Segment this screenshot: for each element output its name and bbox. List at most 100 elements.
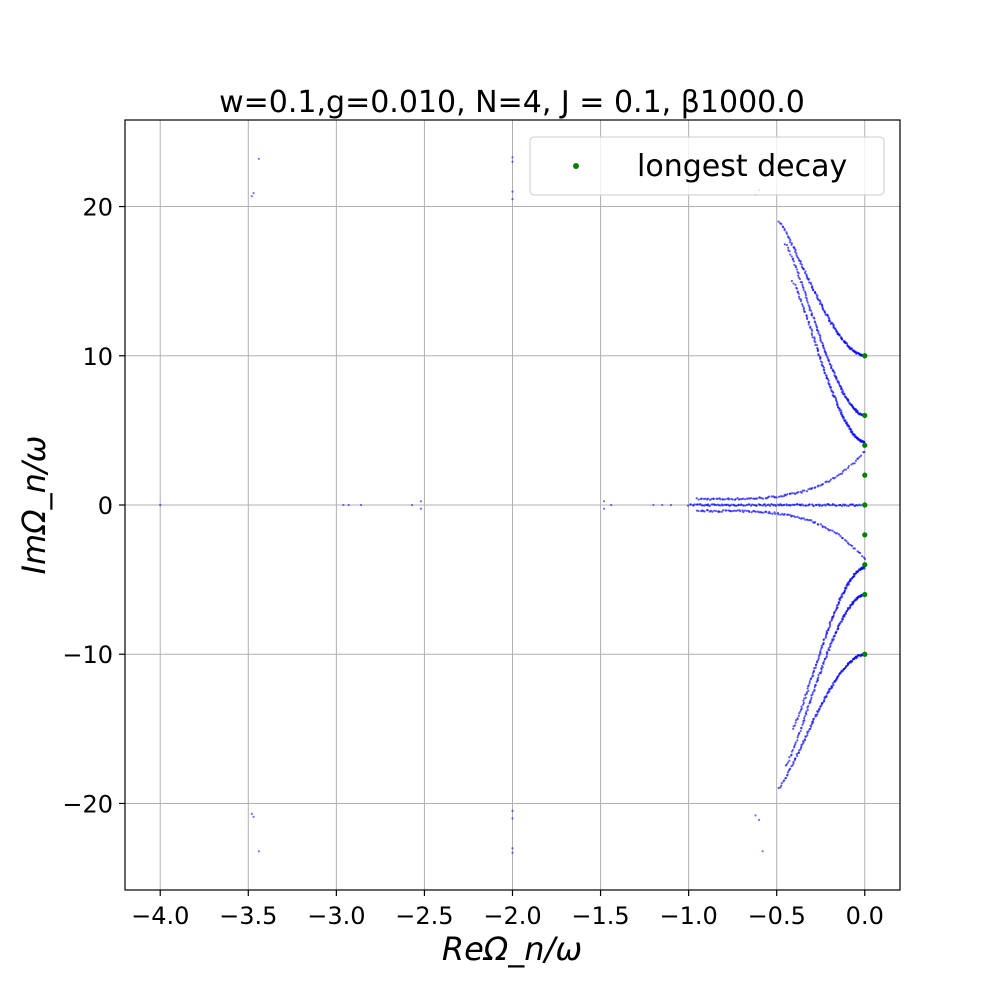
eigenvalue-point — [810, 283, 813, 286]
eigenvalue-point — [811, 693, 814, 696]
eigenvalue-point — [712, 509, 716, 512]
eigenvalue-point — [819, 357, 822, 361]
eigenvalue-point — [841, 470, 845, 473]
eigenvalue-point — [723, 498, 727, 501]
x-tick-label: −1.0 — [659, 902, 717, 930]
eigenvalue-point — [829, 478, 833, 481]
x-tick-label: −1.5 — [571, 902, 629, 930]
eigenvalue-point — [797, 491, 800, 494]
eigenvalue-point — [842, 393, 846, 396]
eigenvalue-point — [706, 509, 709, 512]
y-tick-label: 10 — [82, 343, 113, 371]
eigenvalue-point — [742, 510, 745, 514]
eigenvalue-point — [419, 500, 423, 503]
eigenvalue-point — [812, 669, 815, 672]
eigenvalue-point — [708, 504, 711, 507]
eigenvalue-point — [817, 523, 820, 526]
eigenvalue-point — [803, 717, 806, 720]
eigenvalue-point — [347, 503, 350, 507]
eigenvalue-point — [695, 497, 698, 500]
eigenvalue-point — [754, 510, 757, 513]
eigenvalue-point — [848, 426, 851, 429]
eigenvalue-point — [743, 509, 746, 512]
eigenvalue-point — [821, 342, 824, 345]
eigenvalue-point — [828, 504, 832, 507]
eigenvalue-point — [815, 343, 819, 347]
eigenvalue-point — [831, 682, 834, 685]
eigenvalue-point — [791, 764, 794, 767]
eigenvalue-point — [794, 248, 797, 252]
eigenvalue-point — [838, 407, 841, 410]
eigenvalue-point — [853, 462, 856, 465]
eigenvalue-point — [795, 287, 799, 290]
eigenvalue-point — [711, 503, 714, 506]
eigenvalue-point — [795, 753, 798, 756]
eigenvalue-point — [774, 512, 777, 515]
eigenvalue-point — [808, 321, 811, 324]
eigenvalue-point — [837, 627, 840, 630]
eigenvalue-point — [824, 311, 827, 314]
longest-decay-point — [862, 502, 868, 508]
eigenvalue-point — [840, 504, 844, 507]
eigenvalue-point — [820, 646, 824, 649]
eigenvalue-point — [804, 292, 807, 295]
eigenvalue-point — [832, 638, 835, 641]
eigenvalue-point — [830, 641, 833, 645]
eigenvalue-point — [785, 763, 788, 766]
eigenvalue-point — [804, 735, 807, 738]
eigenvalue-point — [854, 459, 858, 462]
eigenvalue-point — [828, 360, 831, 363]
eigenvalue-point — [744, 498, 747, 501]
eigenvalue-point — [847, 466, 850, 470]
eigenvalue-point — [806, 301, 809, 304]
eigenvalue-point — [779, 786, 782, 789]
eigenvalue-point — [797, 272, 800, 275]
eigenvalue-point — [810, 519, 813, 522]
longest-decay-point — [862, 532, 868, 538]
eigenvalue-point — [794, 283, 797, 286]
eigenvalue-point — [800, 263, 803, 266]
eigenvalue-point — [800, 491, 803, 494]
eigenvalue-point — [858, 551, 862, 555]
eigenvalue-point — [792, 762, 795, 765]
eigenvalue-point — [833, 531, 836, 534]
eigenvalue-point — [777, 786, 780, 790]
eigenvalue-point — [765, 510, 768, 514]
eigenvalue-point — [819, 334, 822, 338]
eigenvalue-point — [725, 509, 728, 512]
eigenvalue-point — [804, 293, 808, 297]
eigenvalue-point — [716, 497, 719, 500]
eigenvalue-point — [808, 305, 811, 308]
eigenvalue-point — [801, 303, 804, 306]
eigenvalue-point — [796, 503, 799, 506]
eigenvalue-point — [801, 723, 804, 726]
eigenvalue-point — [820, 670, 823, 673]
eigenvalue-point — [812, 717, 816, 720]
eigenvalue-point — [727, 498, 731, 501]
eigenvalue-point — [787, 513, 790, 516]
eigenvalue-point — [825, 694, 828, 697]
x-tick-label: −3.0 — [307, 902, 365, 930]
eigenvalue-point — [850, 348, 853, 351]
eigenvalue-point — [652, 503, 655, 507]
eigenvalue-point — [794, 516, 797, 519]
eigenvalue-point — [814, 323, 818, 326]
eigenvalue-point — [799, 748, 802, 751]
eigenvalue-point — [838, 622, 842, 625]
eigenvalue-point — [804, 518, 807, 521]
eigenvalue-point — [809, 326, 812, 329]
eigenvalue-point — [798, 732, 801, 735]
eigenvalue-point — [813, 337, 816, 340]
eigenvalue-point — [795, 268, 799, 271]
eigenvalue-point — [719, 498, 722, 501]
eigenvalue-point — [789, 239, 792, 242]
eigenvalue-point — [863, 557, 867, 560]
eigenvalue-point — [824, 527, 827, 530]
eigenvalue-point — [810, 333, 814, 337]
eigenvalue-point — [851, 659, 854, 662]
eigenvalue-point — [761, 497, 765, 500]
eigenvalue-point — [805, 315, 808, 318]
eigenvalue-point — [843, 419, 847, 423]
eigenvalue-point — [802, 517, 805, 520]
grid-layer — [125, 120, 900, 890]
